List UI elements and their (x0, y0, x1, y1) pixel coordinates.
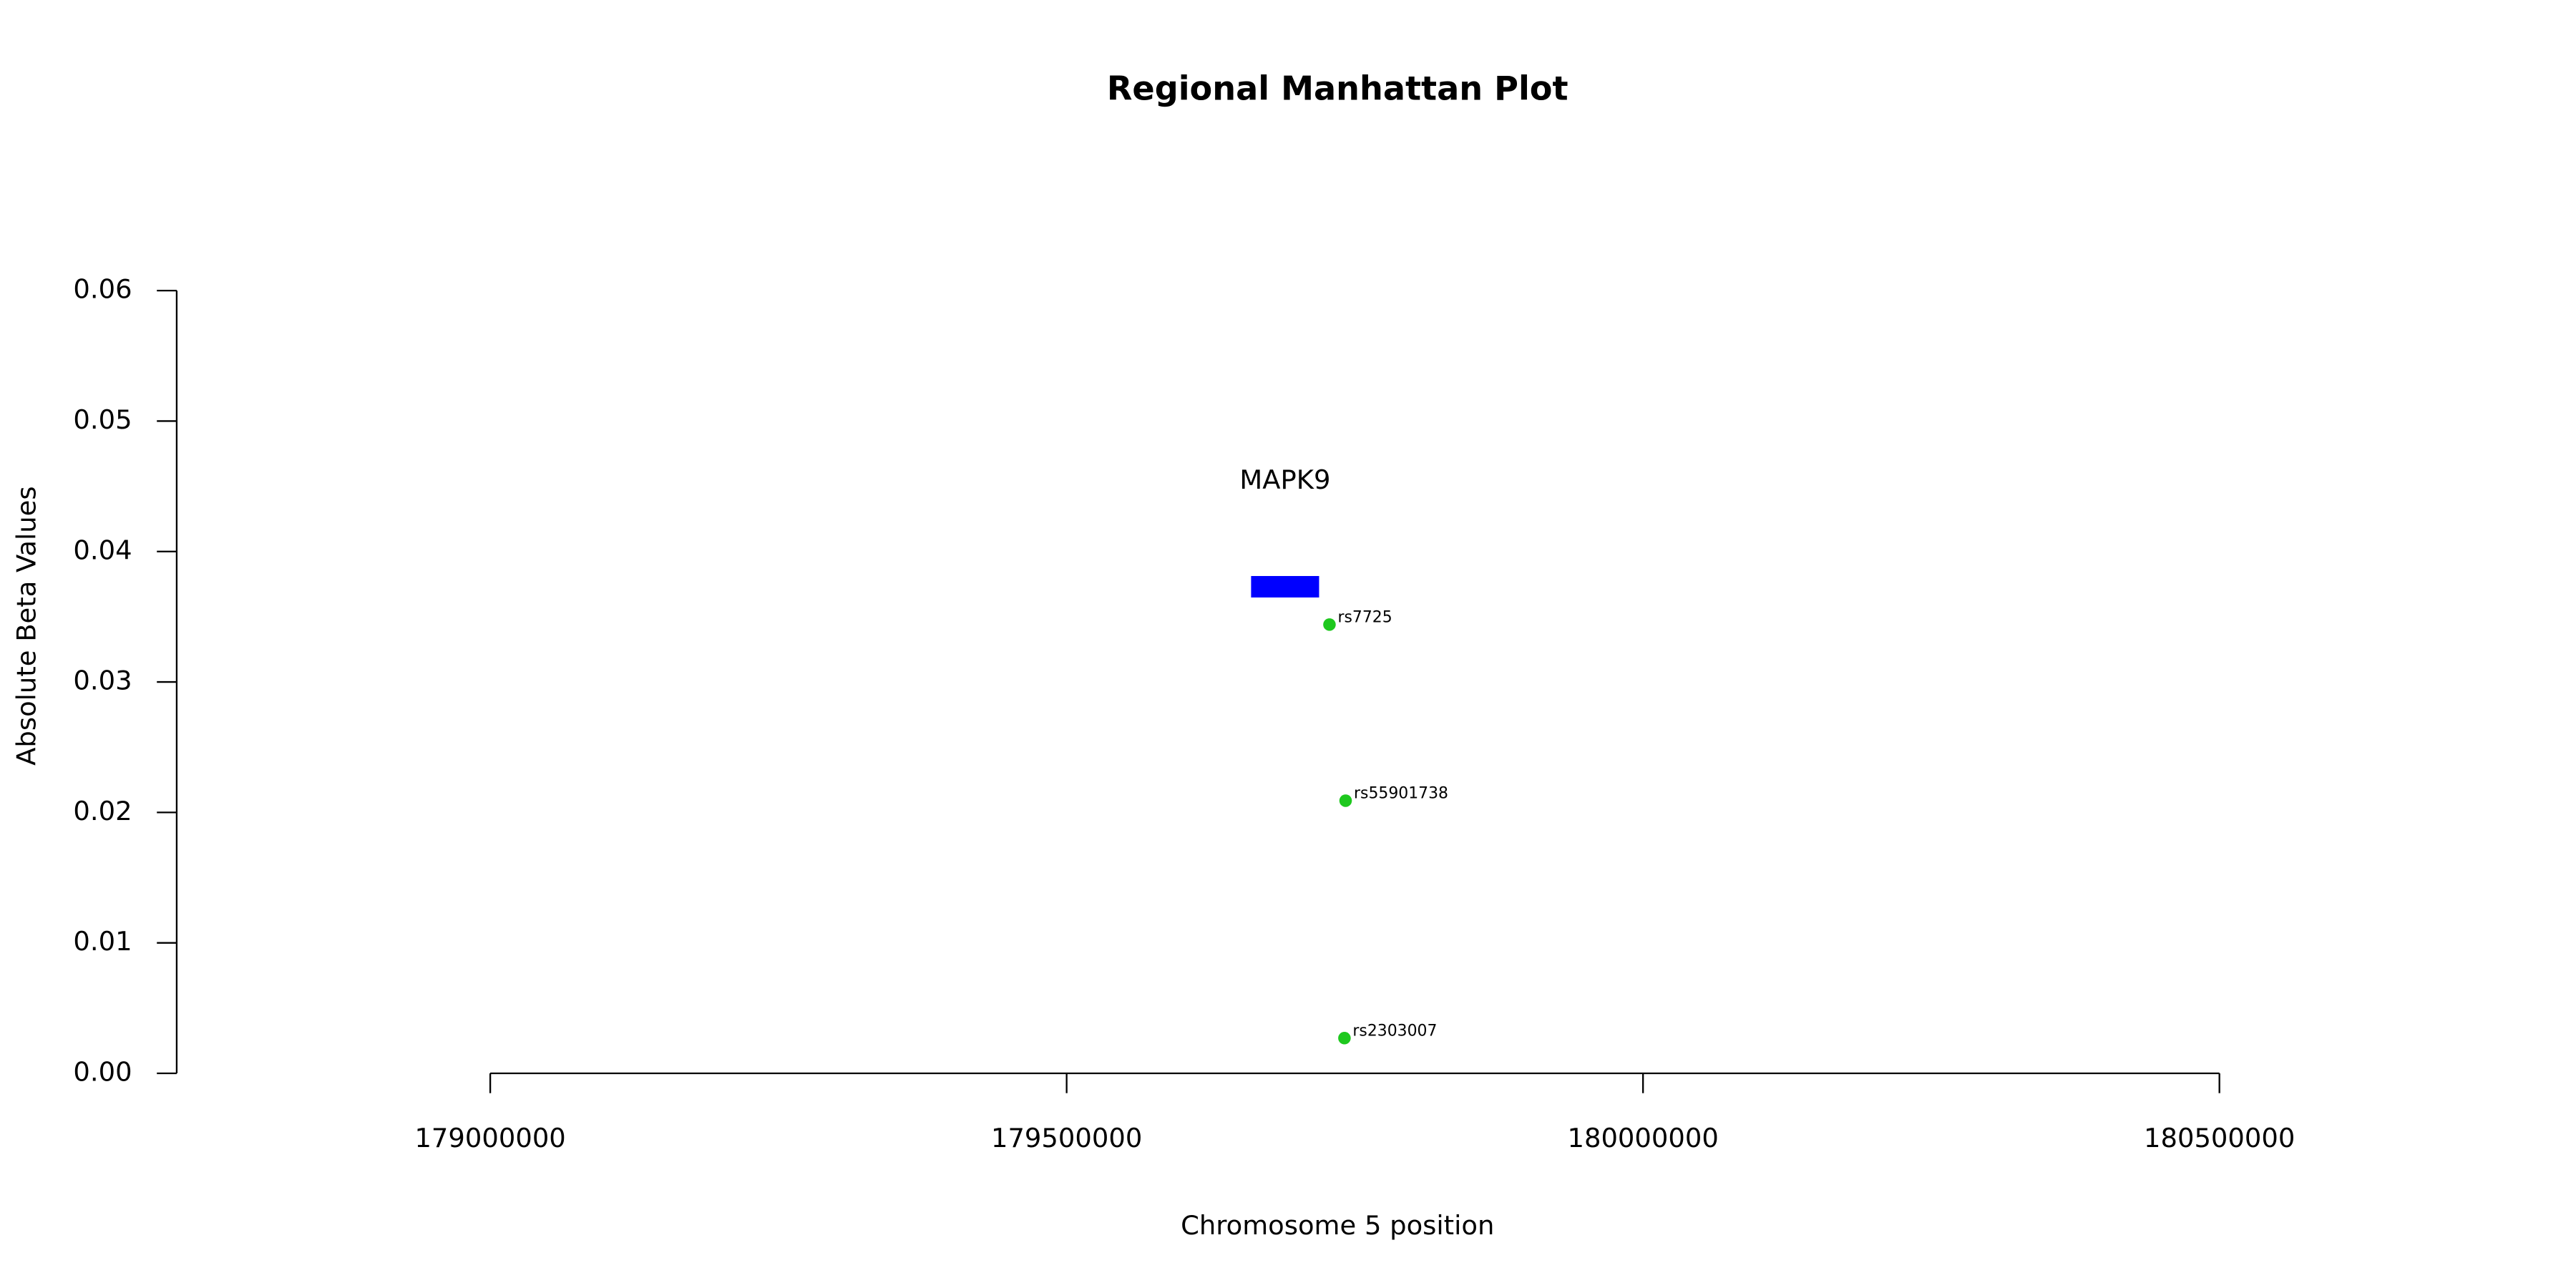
x-tick-label: 179500000 (991, 1123, 1142, 1153)
gene (1251, 575, 1319, 597)
point (1339, 794, 1352, 807)
x-axis-label: Chromosome 5 position (1181, 1210, 1494, 1241)
y-tick-label: 0.00 (73, 1057, 132, 1088)
y-tick-label: 0.02 (73, 796, 132, 826)
x-tick-label: 180500000 (2144, 1123, 2295, 1153)
x-tick-label: 180000000 (1567, 1123, 1718, 1153)
point-label: rs2303007 (1352, 1023, 1437, 1040)
y-tick-label: 0.06 (73, 274, 132, 305)
point-label: rs7725 (1337, 609, 1392, 627)
x-tick-label: 179000000 (414, 1123, 565, 1153)
y-tick-label: 0.01 (73, 926, 132, 957)
gene-label: MAPK9 (1239, 464, 1330, 495)
point (1323, 618, 1336, 631)
y-tick-label: 0.03 (73, 665, 132, 696)
y-tick-label: 0.04 (73, 535, 132, 565)
y-axis-label: Absolute Beta Values (11, 486, 42, 765)
y-tick-label: 0.05 (73, 404, 132, 435)
chart-title: Regional Manhattan Plot (1107, 69, 1568, 107)
point (1338, 1032, 1351, 1045)
point-label: rs55901738 (1354, 785, 1448, 803)
